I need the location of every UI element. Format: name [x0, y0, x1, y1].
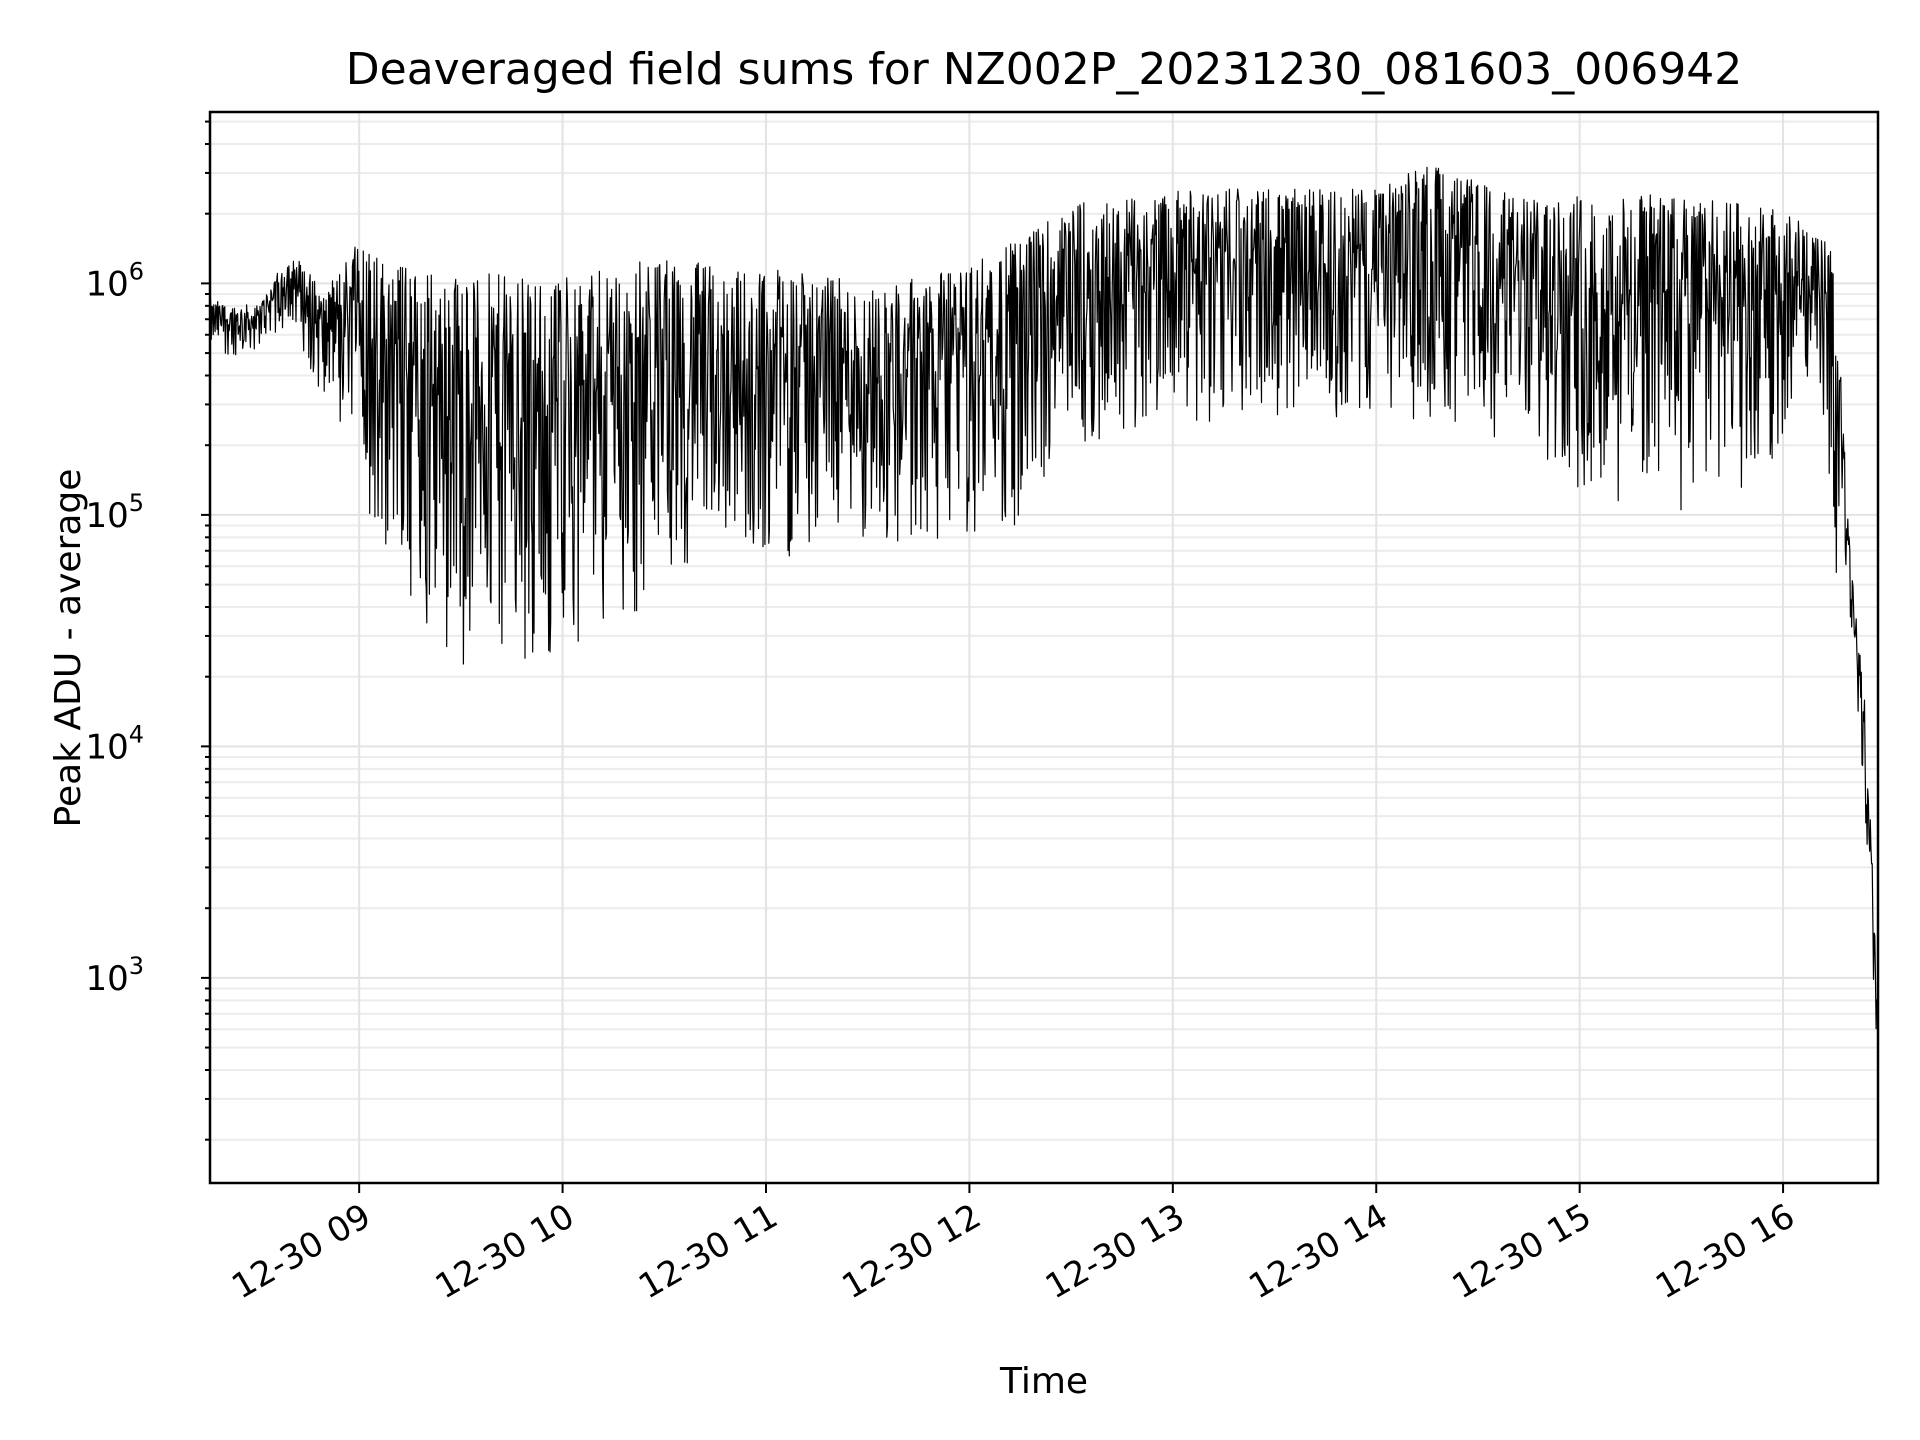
x-tick-label: 12-30 10 [429, 1196, 581, 1307]
x-tick-label: 12-30 13 [1039, 1196, 1191, 1307]
y-tick-label: 105 [85, 489, 144, 536]
x-tick-label: 12-30 09 [225, 1196, 377, 1307]
y-tick-label-exponent: 4 [129, 720, 144, 748]
x-tick-label: 12-30 14 [1242, 1196, 1394, 1307]
y-tick-label: 103 [85, 952, 144, 999]
y-axis-label: Peak ADU - average [48, 469, 89, 828]
x-axis-label: Time [999, 1361, 1088, 1402]
y-tick-label-exponent: 5 [129, 489, 144, 517]
y-tick-label-exponent: 6 [129, 257, 144, 285]
chart-title: Deaveraged field sums for NZ002P_2023123… [346, 44, 1742, 95]
plot-frame [208, 110, 1880, 1185]
x-tick-label: 12-30 15 [1446, 1196, 1598, 1307]
series-line [209, 166, 1879, 1030]
series-layer [209, 166, 1879, 1030]
y-tick-label: 104 [85, 720, 144, 767]
grid [210, 112, 1878, 1183]
x-tick-label: 12-30 12 [836, 1196, 988, 1307]
y-tick-label: 106 [85, 257, 144, 304]
y-tick-label-exponent: 3 [129, 952, 144, 980]
y-tick-label-base: 10 [85, 727, 128, 767]
y-tick-label-base: 10 [85, 959, 128, 999]
x-tick-label: 12-30 11 [632, 1196, 784, 1307]
y-tick-label-base: 10 [85, 264, 128, 304]
y-tick-label-base: 10 [85, 496, 128, 536]
x-tick-label: 12-30 16 [1649, 1196, 1801, 1307]
